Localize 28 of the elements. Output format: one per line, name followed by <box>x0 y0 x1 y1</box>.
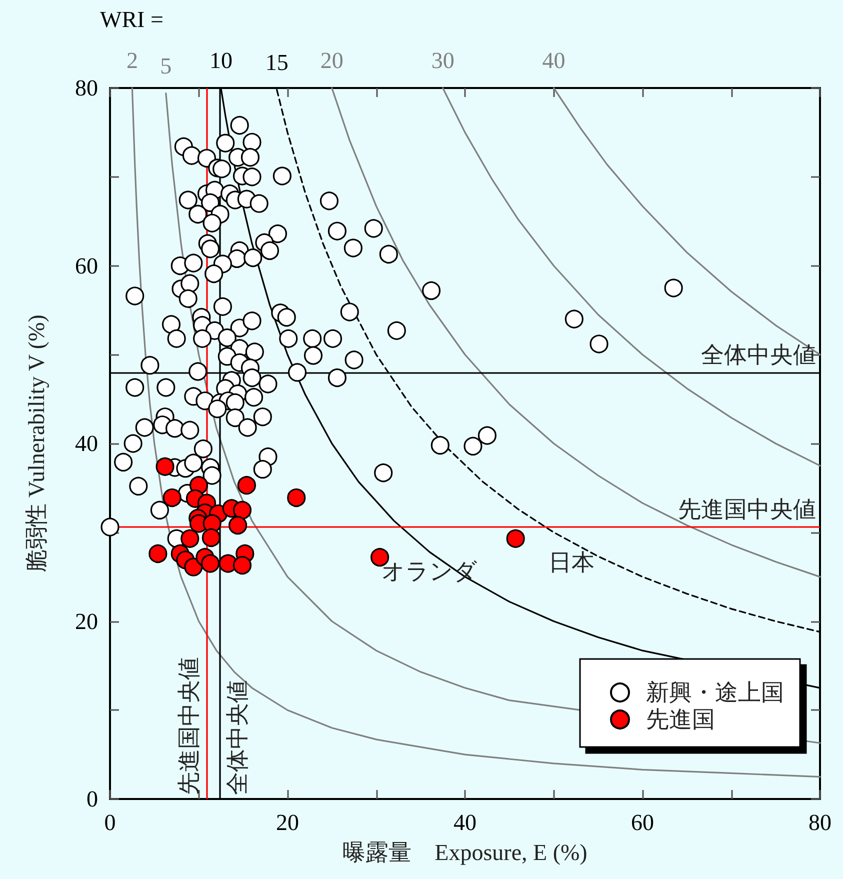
x-tick-label: 80 <box>808 810 832 835</box>
legend-label: 新興・途上国 <box>646 680 784 705</box>
series-label: 10 <box>209 48 232 73</box>
x-tick-label: 20 <box>276 810 299 835</box>
series-label: 5 <box>160 53 172 78</box>
y-tick-label: 0 <box>86 786 98 812</box>
x-tick-label: 0 <box>104 810 116 835</box>
series-label: 30 <box>431 48 454 73</box>
series-label: 40 <box>542 48 566 73</box>
series-label: 15 <box>265 50 288 75</box>
y-tick-label: 60 <box>75 253 98 278</box>
x-axis-title: 曝露量 Exposure, E (%) <box>342 840 588 865</box>
y-tick-label: 40 <box>75 431 98 456</box>
ref-line-label: 全体中央値 <box>701 342 816 368</box>
legend-label: 先進国 <box>646 707 715 732</box>
x-tick-label: 40 <box>454 810 476 835</box>
series-label: 20 <box>320 48 344 73</box>
ref-line-label: 先進国中央値 <box>176 657 202 795</box>
y-axis-title: 脆弱性 Vulnerability V (%) <box>24 314 49 572</box>
annotation: 日本 <box>548 550 594 576</box>
y-tick-label: 80 <box>75 76 98 100</box>
annotation: オランダ <box>382 558 478 584</box>
x-tick-label: 60 <box>631 810 654 835</box>
text: WRI = <box>100 7 164 32</box>
y-tick-label: 20 <box>75 608 98 634</box>
series-label: 2 <box>126 48 138 73</box>
ref-line-label: 先進国中央値 <box>678 497 816 522</box>
ref-line-label: 全体中央値 <box>225 680 250 795</box>
